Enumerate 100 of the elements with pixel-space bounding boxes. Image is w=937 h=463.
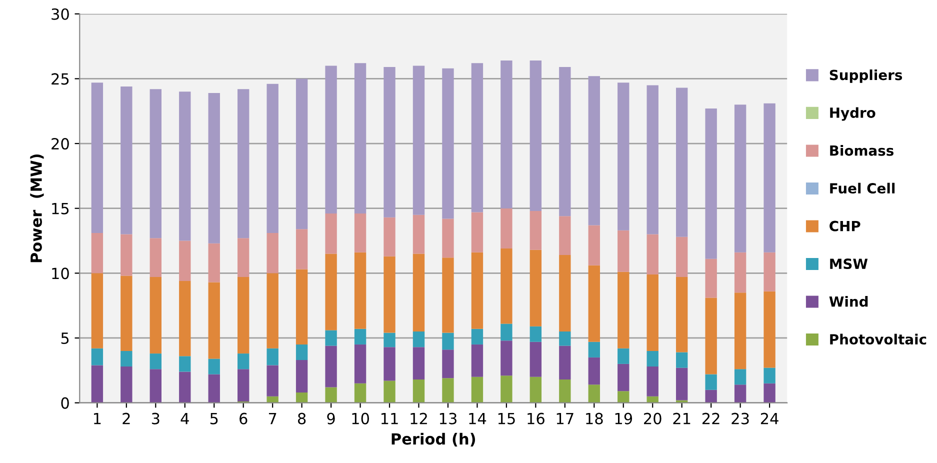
bar: [150, 277, 162, 354]
bar: [120, 366, 132, 403]
bar: [384, 380, 396, 403]
bar: [266, 273, 278, 348]
bar: [354, 383, 366, 403]
legend-label: MSW: [830, 258, 868, 270]
x-tick-label: 13: [440, 412, 456, 424]
bar: [442, 218, 454, 258]
bar: [705, 258, 717, 298]
bar: [764, 383, 776, 403]
x-tick-label: 1: [94, 413, 101, 424]
bar: [442, 68, 454, 219]
y-tick-label: 5: [61, 332, 69, 344]
bar: [676, 236, 688, 278]
x-tick-label: 2: [122, 412, 130, 424]
bar: [354, 214, 366, 252]
x-tick-label: 21: [673, 412, 690, 424]
x-tick-label: 5: [210, 413, 218, 424]
bar: [208, 92, 220, 244]
x-tick-label: 14: [469, 413, 486, 424]
bar: [238, 89, 250, 238]
bar: [500, 248, 512, 324]
bar: [296, 78, 308, 230]
bar: [764, 368, 776, 384]
bar: [705, 108, 717, 259]
bar: [325, 387, 337, 403]
bar: [91, 82, 104, 233]
bar: [530, 210, 542, 250]
bar: [91, 348, 104, 366]
bar: [500, 376, 512, 403]
bar: [734, 292, 746, 370]
bar: [646, 366, 658, 396]
bar: [384, 67, 396, 218]
bar: [179, 356, 191, 372]
bar: [150, 89, 162, 238]
bar: [676, 277, 688, 352]
bar: [238, 238, 250, 278]
bar: [530, 342, 542, 377]
bar: [471, 344, 484, 377]
bar: [325, 214, 337, 254]
legend-label: CHP: [830, 220, 860, 232]
bar: [530, 250, 542, 326]
bar: [705, 390, 717, 403]
y-tick-label: 25: [52, 73, 69, 85]
bar: [266, 365, 278, 396]
bar: [412, 332, 425, 348]
bar: [646, 274, 658, 351]
bar: [325, 254, 337, 330]
bar: [618, 348, 630, 364]
bar: [559, 332, 571, 346]
x-tick-label: 10: [352, 412, 369, 424]
bar: [588, 357, 600, 385]
bar: [588, 225, 600, 266]
bar: [412, 347, 425, 380]
bar: [120, 234, 132, 276]
bar: [471, 212, 484, 252]
bar: [500, 208, 512, 249]
bar: [646, 396, 658, 403]
legend-label: Photovoltaic: [830, 334, 926, 345]
legend-label: Biomass: [830, 145, 894, 156]
bar: [500, 324, 512, 341]
bar: [120, 86, 132, 234]
bar: [354, 63, 366, 214]
x-axis-title: Period (h): [392, 432, 476, 446]
bar: [559, 346, 571, 380]
bar: [676, 400, 688, 403]
bar: [384, 332, 396, 348]
bar: [588, 76, 600, 226]
bar: [530, 376, 542, 403]
y-tick-label: 15: [52, 203, 69, 214]
bar: [530, 60, 542, 211]
legend-label: Hydro: [830, 107, 876, 121]
bar: [646, 350, 658, 367]
bar: [179, 240, 191, 281]
bar: [559, 379, 571, 403]
bar: [412, 254, 425, 332]
legend-label: Fuel Cell: [830, 182, 895, 194]
y-tick-label: 10: [52, 268, 69, 280]
bar: [150, 369, 162, 403]
bar: [559, 67, 571, 216]
bar: [588, 384, 600, 403]
bar: [764, 252, 776, 292]
legend-label: Suppliers: [830, 69, 902, 83]
bar: [266, 232, 278, 274]
bar: [734, 384, 746, 403]
bar: [734, 252, 746, 293]
bar: [296, 392, 308, 403]
bar: [384, 347, 396, 381]
bar: [705, 374, 717, 390]
bar: [208, 282, 220, 359]
x-tick-label: 4: [180, 413, 189, 424]
x-tick-label: 8: [298, 412, 306, 424]
bar: [705, 298, 717, 374]
bar: [734, 369, 746, 385]
bar: [91, 273, 104, 348]
bar: [442, 258, 454, 333]
bar: [588, 265, 600, 342]
x-tick-label: 15: [498, 413, 515, 424]
x-tick-label: 23: [732, 412, 749, 424]
bar: [120, 350, 132, 367]
